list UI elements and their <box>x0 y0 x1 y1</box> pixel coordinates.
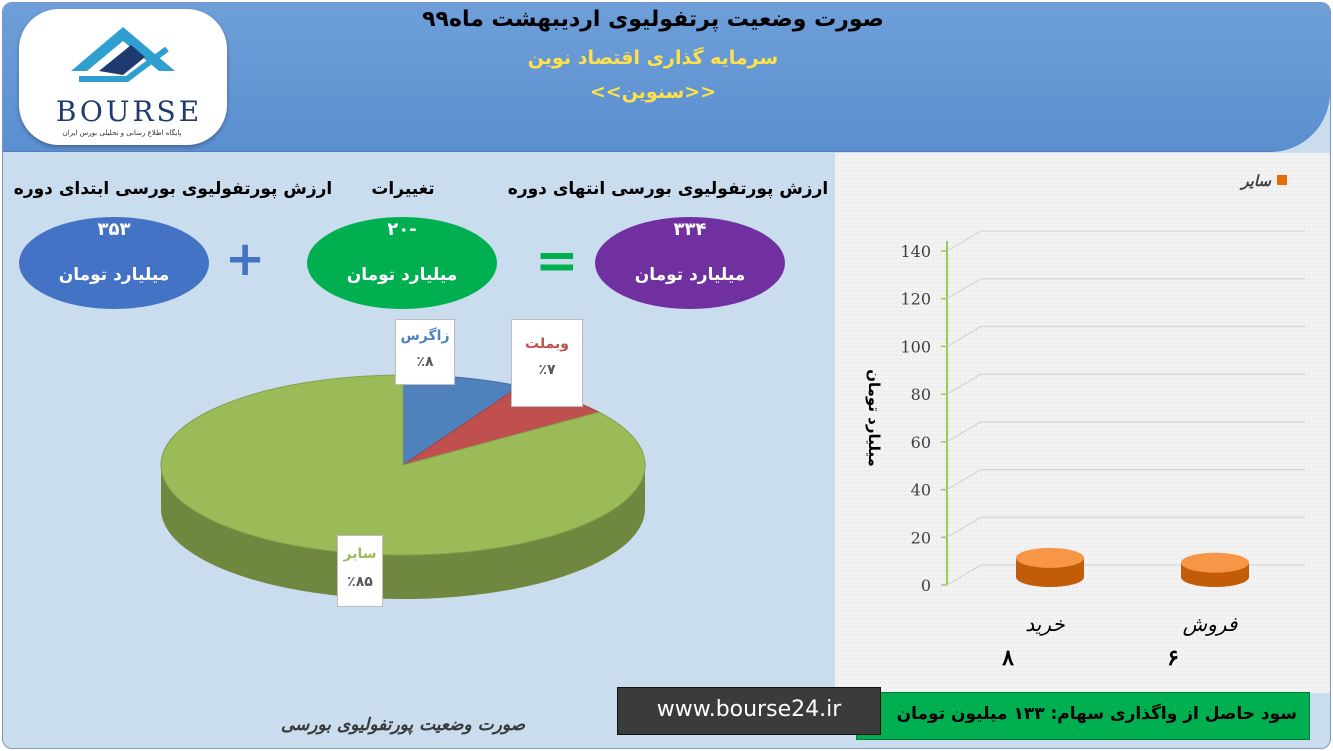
pie-label-other: سایر ٪۸۵ <box>337 535 383 607</box>
gridline <box>946 469 1305 491</box>
y-axis-label: میلیارد تومان <box>865 369 883 467</box>
bar-value-label: ۶ <box>1167 645 1179 671</box>
pie-slice <box>160 374 646 556</box>
logo-subtext: پایگاه اطلاع رسانی و تحلیلی بورس ایران <box>62 129 182 137</box>
gridline <box>946 373 1305 395</box>
gridline <box>946 516 1305 538</box>
start-unit: میلیارد تومان <box>58 265 170 285</box>
end-value-oval: ۳۳۴ میلیارد تومان <box>595 217 785 309</box>
logo-word: BOURSE <box>55 95 203 128</box>
pie-label-vbmellat-name: وبملت <box>525 336 569 352</box>
trade-bar-chart-panel <box>835 153 1330 693</box>
change-value-oval: -۲۰ میلیارد تومان <box>307 217 497 309</box>
y-tick-label: 60 <box>911 433 931 452</box>
y-tick-label: 80 <box>911 385 931 404</box>
trade-bar-chart: 140 120 100 80 60 40 20 0 میلیارد تومان سایر خرید ۸… <box>865 172 1305 671</box>
equals-sign: = <box>535 231 579 291</box>
y-tick-label: 140 <box>900 242 931 261</box>
end-value-label: ارزش پورتفولیوی بورسی انتهای دوره <box>507 179 829 199</box>
pie-label-vbmellat-pct: ٪۷ <box>538 362 556 378</box>
company-name: سرمایه گذاری اقتصاد نوین <box>527 47 779 69</box>
pie-label-zagros-pct: ٪۸ <box>416 354 434 370</box>
start-value: ۳۵۳ <box>97 219 131 240</box>
profit-text: سود حاصل از واگذاری سهام: ۱۳۳ میلیون توم… <box>896 704 1297 724</box>
start-value-oval: ۳۵۳ میلیارد تومان <box>19 217 209 309</box>
gridline <box>946 230 1305 252</box>
logo: BOURSE پایگاه اطلاع رسانی و تحلیلی بورس … <box>19 9 227 145</box>
page-title: صورت وضعیت پرتفولیوی اردیبهشت ماه۹۹ <box>422 7 884 32</box>
y-tick-label: 0 <box>921 576 931 595</box>
gridline <box>946 564 1305 586</box>
website-url[interactable]: www.bourse24.ir <box>656 697 842 722</box>
x-category-label: فروش <box>1183 612 1238 636</box>
ticker-name: <<سنوین>> <box>589 81 717 103</box>
gridline <box>946 325 1305 347</box>
change-value: -۲۰ <box>387 219 417 240</box>
footer-caption: صورت وضعیت پورتفولیوی بورسی <box>280 715 526 735</box>
change-unit: میلیارد تومان <box>346 265 458 285</box>
legend-label: سایر <box>1239 172 1272 190</box>
y-tick-label: 40 <box>911 481 931 500</box>
pie-side-wall <box>161 465 645 599</box>
pie-label-zagros: زاگرس ٪۸ <box>395 319 455 385</box>
pie-label-vbmellat: وبملت ٪۷ <box>511 319 583 407</box>
bar-cylinder <box>1181 552 1249 587</box>
pie-label-other-pct: ٪۸۵ <box>347 574 373 590</box>
y-tick-label: 100 <box>900 337 931 356</box>
bar-value-label: ۸ <box>1001 645 1014 671</box>
profit-banner: سود حاصل از واگذاری سهام: ۱۳۳ میلیون توم… <box>856 692 1310 740</box>
gridline <box>946 421 1305 443</box>
bar-cylinder <box>1016 547 1084 587</box>
end-value: ۳۳۴ <box>673 219 707 240</box>
logo-mark-icon <box>71 27 175 82</box>
website-url-box[interactable]: www.bourse24.ir <box>617 687 881 735</box>
gridline <box>946 278 1305 300</box>
y-tick-label: 120 <box>900 290 931 309</box>
legend-swatch <box>1277 175 1287 185</box>
pie-label-other-name: سایر <box>343 546 377 562</box>
plus-sign: + <box>225 231 266 287</box>
pie-label-zagros-name: زاگرس <box>400 328 450 344</box>
x-category-label: خرید <box>1025 612 1065 636</box>
y-tick-label: 20 <box>911 528 931 547</box>
end-unit: میلیارد تومان <box>634 265 746 285</box>
change-label: تغییرات <box>371 179 435 199</box>
start-value-label: ارزش پورتفولیوی بورسی ابتدای دوره <box>13 179 333 199</box>
header-banner: BOURSE پایگاه اطلاع رسانی و تحلیلی بورس … <box>3 3 1330 152</box>
